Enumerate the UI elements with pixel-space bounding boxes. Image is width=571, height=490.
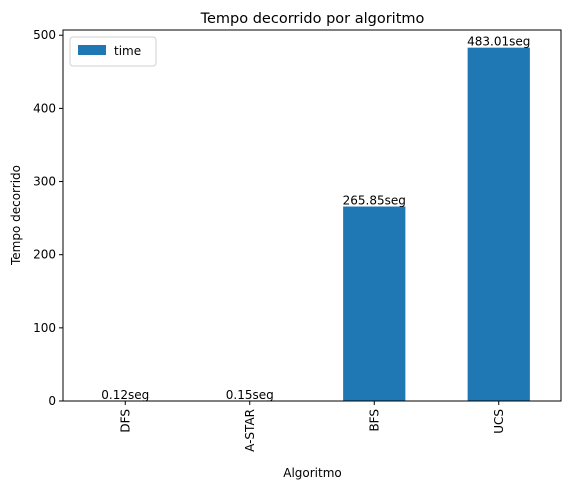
y-tick-label: 0 [48,394,56,408]
x-tick-label: UCS [492,409,506,434]
x-tick-label: BFS [367,409,381,432]
y-tick-label: 200 [33,248,56,262]
plot-frame [62,29,562,402]
y-tick-label: 500 [33,28,56,42]
legend-label: time [114,44,141,58]
y-axis-ticks: 0 100 200 300 400 500 [33,28,63,408]
y-tick-label: 100 [33,321,56,335]
data-label-bfs: 265.85seg [343,194,406,208]
data-label-ucs: 483.01seg [467,35,530,49]
bars [94,47,530,401]
x-tick-label: DFS [118,409,132,433]
data-label-a-star: 0.15seg [226,388,274,402]
bar-bfs [343,206,406,401]
y-tick-label: 400 [33,101,56,115]
y-axis-label: Tempo decorrido [9,165,23,266]
legend: time [69,36,157,67]
x-axis-ticks: DFS A-STAR BFS UCS [118,401,506,452]
legend-box [69,36,157,67]
data-labels: 0.12seg 0.15seg 265.85seg 483.01seg [101,35,530,402]
data-label-dfs: 0.12seg [101,388,149,402]
y-tick-label: 300 [33,175,56,189]
x-tick-label: A-STAR [243,409,257,452]
chart-title: Tempo decorrido por algoritmo [200,11,425,27]
legend-swatch [78,45,106,55]
x-axis-label: Algoritmo [283,466,342,480]
bar-ucs [467,47,530,401]
